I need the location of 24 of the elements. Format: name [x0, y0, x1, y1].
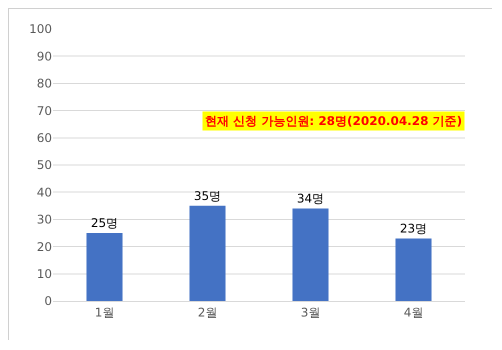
y-tick-label: 40 [36, 185, 52, 200]
bar [395, 238, 432, 301]
x-tick-label: 3월 [300, 305, 320, 320]
y-tick-label: 0 [44, 294, 52, 308]
y-tick-label: 90 [36, 49, 52, 64]
y-tick-label: 50 [36, 158, 52, 172]
y-tick-label: 70 [36, 104, 52, 118]
y-tick-label: 80 [36, 76, 52, 91]
y-tick-label: 60 [36, 131, 52, 145]
annotation: 현재 신청 가능인원: 28명(2020.04.28 기준) [205, 114, 462, 128]
x-tick-label: 1월 [94, 305, 114, 320]
y-tick-label: 20 [36, 240, 52, 254]
data-label: 25명 [90, 216, 118, 230]
bar [292, 208, 329, 301]
bar [189, 206, 226, 301]
y-tick-label: 100 [29, 22, 52, 36]
y-tick-label: 10 [36, 267, 52, 281]
data-label: 23명 [400, 221, 428, 236]
y-tick-label: 30 [36, 212, 52, 227]
x-tick-label: 4월 [404, 305, 424, 320]
data-label: 34명 [296, 192, 324, 206]
data-label: 35명 [194, 188, 222, 203]
x-tick-label: 2월 [198, 305, 218, 320]
bar [86, 233, 123, 301]
